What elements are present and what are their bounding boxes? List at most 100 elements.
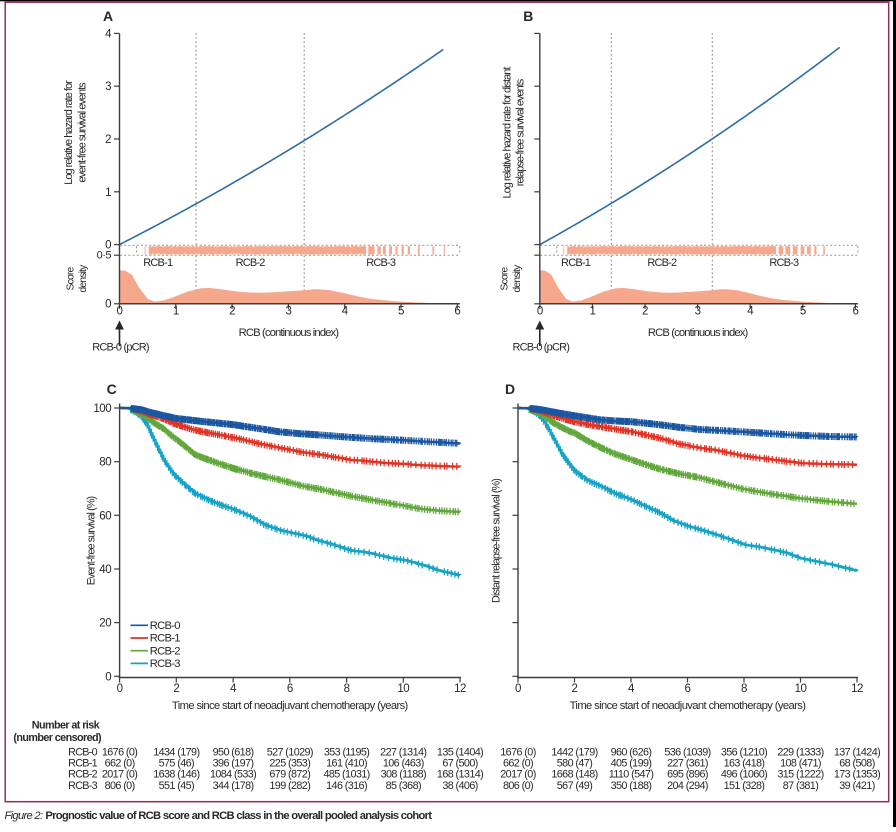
svg-text:950 (618): 950 (618) bbox=[213, 747, 254, 759]
svg-text:20: 20 bbox=[99, 618, 111, 630]
svg-text:0: 0 bbox=[117, 306, 123, 318]
svg-text:227 (361): 227 (361) bbox=[667, 758, 708, 770]
svg-text:RCB-0: RCB-0 bbox=[68, 747, 98, 759]
svg-text:Distant relapse-free survival: Distant relapse-free survival (%) bbox=[491, 479, 503, 603]
svg-text:Figure 2:Prognostic value of R: Figure 2: Prognostic value of RCB score a… bbox=[5, 810, 433, 822]
svg-text:163 (418): 163 (418) bbox=[724, 758, 765, 770]
svg-text:6: 6 bbox=[454, 306, 460, 318]
svg-text:1434 (179): 1434 (179) bbox=[153, 747, 199, 759]
svg-text:1: 1 bbox=[173, 306, 179, 318]
svg-text:12: 12 bbox=[454, 683, 466, 695]
svg-text:1638 (146): 1638 (146) bbox=[153, 769, 199, 781]
svg-text:6: 6 bbox=[852, 306, 858, 318]
svg-text:5: 5 bbox=[800, 306, 806, 318]
svg-text:227 (1314): 227 (1314) bbox=[380, 747, 426, 759]
svg-text:RCB-2: RCB-2 bbox=[150, 645, 181, 657]
svg-text:RCB-1: RCB-1 bbox=[150, 633, 181, 645]
svg-text:496 (1060): 496 (1060) bbox=[721, 769, 767, 781]
svg-text:2017 (0): 2017 (0) bbox=[500, 769, 535, 781]
svg-text:315 (1222): 315 (1222) bbox=[777, 769, 823, 781]
svg-text:67 (500): 67 (500) bbox=[442, 758, 477, 770]
svg-text:3: 3 bbox=[285, 306, 291, 318]
svg-text:0: 0 bbox=[105, 671, 111, 683]
svg-text:1442 (179): 1442 (179) bbox=[551, 747, 597, 759]
svg-text:10: 10 bbox=[397, 683, 409, 695]
svg-text:event-free survival events: event-free survival events bbox=[77, 82, 89, 183]
svg-text:RCB (continuous index): RCB (continuous index) bbox=[239, 327, 340, 339]
svg-text:308 (1188): 308 (1188) bbox=[381, 769, 426, 781]
svg-text:4: 4 bbox=[628, 683, 635, 695]
svg-text:2: 2 bbox=[173, 683, 179, 695]
svg-text:2: 2 bbox=[642, 306, 648, 318]
svg-text:135 (1404): 135 (1404) bbox=[437, 747, 483, 759]
svg-text:173 (1353): 173 (1353) bbox=[834, 769, 880, 781]
svg-text:2: 2 bbox=[105, 134, 111, 146]
svg-text:density: density bbox=[512, 264, 523, 293]
svg-text:695 (896): 695 (896) bbox=[667, 769, 708, 781]
svg-text:100: 100 bbox=[93, 403, 111, 415]
svg-text:Time since start of neoadjuvan: Time since start of neoadjuvant chemothe… bbox=[172, 700, 409, 712]
svg-text:87 (381): 87 (381) bbox=[783, 780, 818, 792]
svg-text:relapse-free survival events: relapse-free survival events bbox=[515, 78, 527, 186]
svg-text:567 (49): 567 (49) bbox=[557, 780, 592, 792]
svg-text:40: 40 bbox=[99, 564, 111, 576]
svg-text:(number censored): (number censored) bbox=[13, 732, 102, 744]
svg-text:Number at risk: Number at risk bbox=[32, 720, 101, 732]
svg-text:RCB-0 (pCR): RCB-0 (pCR) bbox=[92, 342, 149, 354]
svg-text:Time since start of neoadjuvan: Time since start of neoadjuvant chemothe… bbox=[570, 700, 807, 712]
svg-text:Log relative hazard rate for d: Log relative hazard rate for distant bbox=[502, 67, 514, 199]
svg-text:B: B bbox=[523, 8, 533, 24]
svg-text:60: 60 bbox=[99, 510, 111, 522]
svg-text:106 (463): 106 (463) bbox=[383, 758, 424, 770]
svg-text:Event-free survival (%): Event-free survival (%) bbox=[86, 496, 98, 585]
svg-text:4: 4 bbox=[105, 28, 112, 40]
svg-text:80: 80 bbox=[99, 457, 111, 469]
svg-text:RCB-3: RCB-3 bbox=[150, 658, 181, 670]
svg-text:806 (0): 806 (0) bbox=[503, 780, 533, 792]
svg-text:RCB-1: RCB-1 bbox=[561, 257, 591, 269]
svg-text:RCB-2: RCB-2 bbox=[236, 257, 266, 269]
svg-text:8: 8 bbox=[741, 683, 747, 695]
svg-text:6: 6 bbox=[685, 683, 691, 695]
svg-text:151 (328): 151 (328) bbox=[724, 780, 765, 792]
svg-text:RCB-3: RCB-3 bbox=[769, 257, 799, 269]
svg-text:RCB-2: RCB-2 bbox=[647, 257, 677, 269]
svg-text:68 (508): 68 (508) bbox=[839, 758, 874, 770]
svg-text:Score: Score bbox=[66, 266, 77, 290]
svg-text:85 (368): 85 (368) bbox=[386, 780, 421, 792]
svg-text:RCB-0: RCB-0 bbox=[150, 620, 181, 632]
svg-text:3: 3 bbox=[105, 81, 111, 93]
svg-text:960 (626): 960 (626) bbox=[611, 747, 652, 759]
svg-text:1: 1 bbox=[105, 187, 111, 199]
svg-text:2017 (0): 2017 (0) bbox=[102, 769, 137, 781]
svg-text:485 (1031): 485 (1031) bbox=[323, 769, 369, 781]
svg-text:1110 (547): 1110 (547) bbox=[609, 769, 654, 781]
svg-text:527 (1029): 527 (1029) bbox=[267, 747, 313, 759]
svg-text:1668 (148): 1668 (148) bbox=[551, 769, 597, 781]
svg-text:RCB-0 (pCR): RCB-0 (pCR) bbox=[513, 342, 570, 354]
svg-text:8: 8 bbox=[344, 683, 350, 695]
svg-text:344 (178): 344 (178) bbox=[213, 780, 254, 792]
svg-text:0: 0 bbox=[105, 298, 111, 310]
svg-text:580 (47): 580 (47) bbox=[557, 758, 592, 770]
svg-text:204 (294): 204 (294) bbox=[667, 780, 708, 792]
svg-text:A: A bbox=[103, 8, 113, 24]
svg-text:RCB-3: RCB-3 bbox=[366, 257, 396, 269]
svg-text:4: 4 bbox=[342, 306, 349, 318]
svg-text:RCB-1: RCB-1 bbox=[68, 758, 98, 770]
svg-text:RCB-2: RCB-2 bbox=[68, 769, 98, 781]
svg-text:1084 (533): 1084 (533) bbox=[210, 769, 256, 781]
svg-text:1676 (0): 1676 (0) bbox=[500, 747, 535, 759]
svg-text:229 (1333): 229 (1333) bbox=[777, 747, 823, 759]
svg-text:2: 2 bbox=[229, 306, 235, 318]
svg-text:146 (316): 146 (316) bbox=[326, 780, 367, 792]
svg-text:662 (0): 662 (0) bbox=[105, 758, 135, 770]
svg-text:0: 0 bbox=[105, 240, 111, 252]
svg-text:RCB (continuous index): RCB (continuous index) bbox=[648, 327, 749, 339]
svg-text:10: 10 bbox=[795, 683, 807, 695]
svg-text:4: 4 bbox=[747, 306, 754, 318]
svg-text:6: 6 bbox=[287, 683, 293, 695]
svg-text:5: 5 bbox=[398, 306, 404, 318]
svg-text:D: D bbox=[505, 381, 515, 397]
svg-text:0: 0 bbox=[117, 683, 123, 695]
